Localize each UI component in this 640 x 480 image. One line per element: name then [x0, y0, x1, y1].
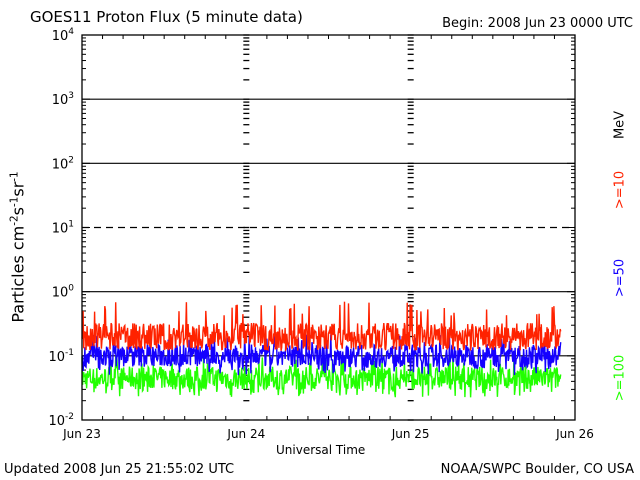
y-tick-label-4: 102: [52, 155, 74, 172]
y-tick-label-1: 10-1: [48, 348, 74, 365]
series-line-ge10mev: [81, 301, 562, 352]
legend-unit-label: MeV: [612, 110, 628, 140]
x-tick-label-1: Jun 24: [226, 427, 265, 441]
x-tick-label-3: Jun 26: [555, 427, 594, 441]
legend-series-50mev: >=50: [612, 258, 628, 298]
series-line-ge50mev: [81, 334, 562, 376]
chart-begin-time: Begin: 2008 Jun 23 0000 UTC: [442, 16, 633, 31]
credit-text: NOAA/SWPC Boulder, CO USA: [440, 462, 634, 477]
x-axis-label: Universal Time: [276, 443, 366, 457]
y-tick-label-2: 100: [52, 284, 75, 301]
chart-title: GOES11 Proton Flux (5 minute data): [30, 8, 303, 26]
y-tick-label-5: 103: [52, 91, 74, 108]
x-tick-label-0: Jun 23: [62, 427, 101, 441]
series-line-ge100mev: [81, 356, 562, 398]
y-tick-label-6: 104: [52, 27, 75, 44]
x-tick-label-2: Jun 25: [391, 427, 430, 441]
y-tick-label-3: 101: [52, 220, 74, 237]
legend-series-10mev: >=10: [612, 170, 628, 210]
updated-timestamp: Updated 2008 Jun 25 21:55:02 UTC: [4, 462, 235, 477]
legend-series-100mev: >=100: [612, 354, 628, 402]
y-tick-label-0: 10-2: [48, 412, 74, 429]
plot-frame: [81, 34, 576, 421]
